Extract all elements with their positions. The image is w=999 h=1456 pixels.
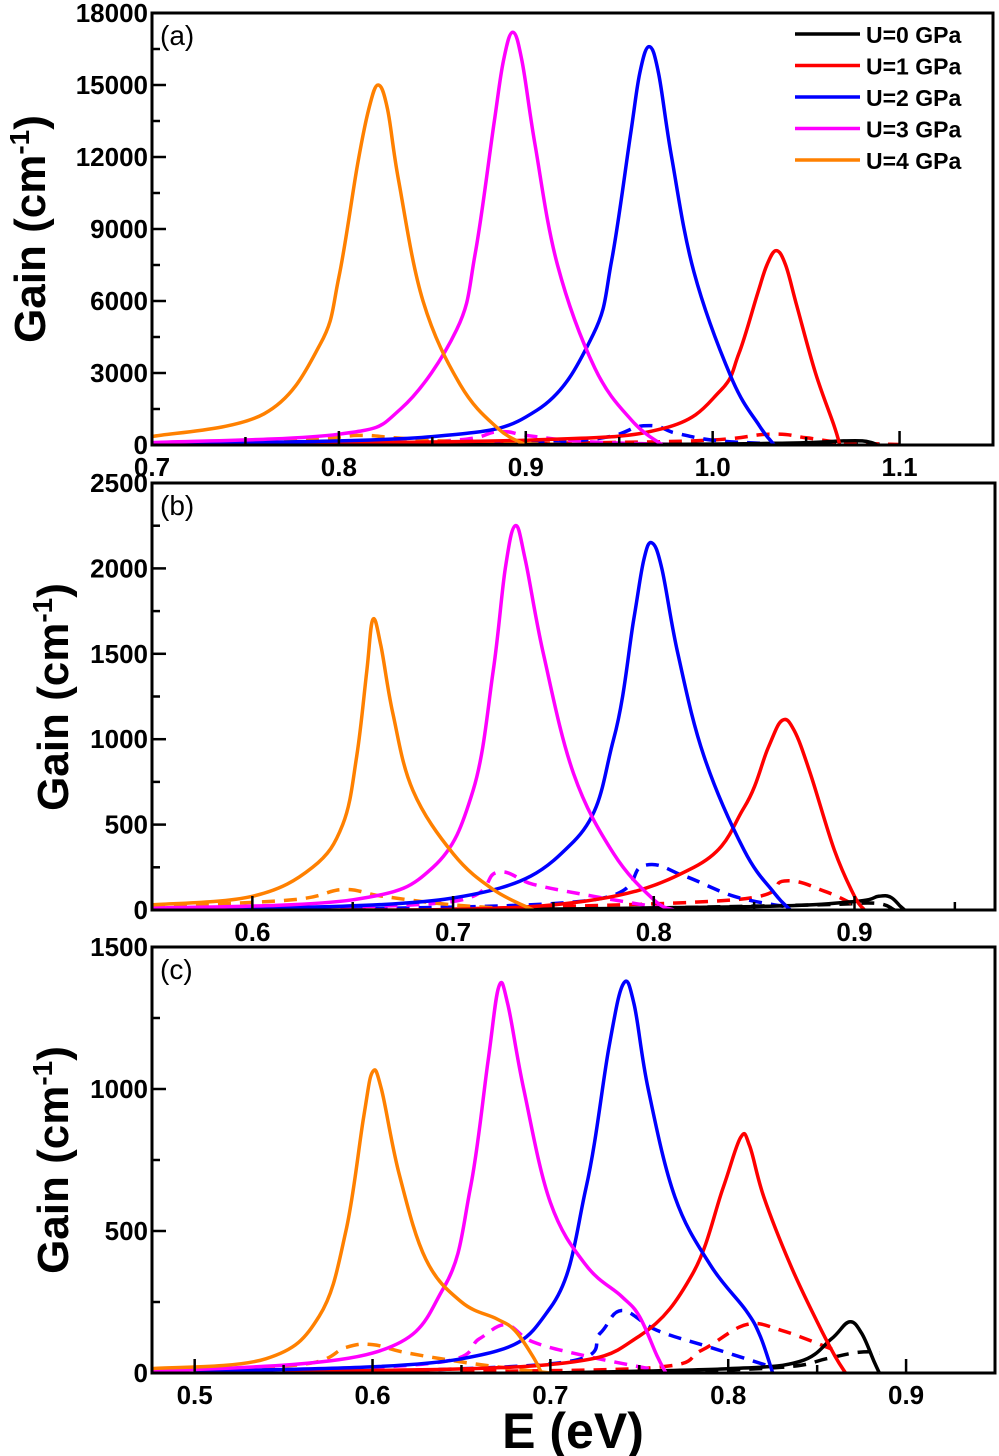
legend-label: U=0 GPa <box>866 22 961 48</box>
x-tick-label: 1.0 <box>695 452 731 482</box>
y-tick-label: 0 <box>134 895 148 925</box>
y-axis-title: Gain (cm-1) <box>27 1046 78 1274</box>
legend-label: U=2 GPa <box>866 85 961 111</box>
y-tick-label: 18000 <box>76 0 148 28</box>
legend-label: U=3 GPa <box>866 117 961 143</box>
series-line-u-2-gpa <box>194 979 775 1373</box>
series-line-u-0-gpa <box>550 1320 881 1373</box>
x-tick-label: 0.7 <box>134 452 170 482</box>
x-tick-label: 1.1 <box>881 452 917 482</box>
y-tick-label: 2000 <box>90 553 148 583</box>
y-tick-label: 0 <box>134 430 148 460</box>
x-tick-label: 0.6 <box>234 917 270 947</box>
x-tick-label: 0.7 <box>532 1380 568 1410</box>
series-line-u-4-gpa <box>152 83 527 445</box>
series-line-u-3-gpa <box>152 30 664 445</box>
legend: U=0 GPa U=1 GPa U=2 GPa U=3 GPa U=4 GPa <box>795 22 961 174</box>
series-line-u-1-gpa <box>252 717 866 910</box>
x-tick-label: 0.9 <box>836 917 872 947</box>
y-axis-title: Gain (cm-1) <box>4 115 55 343</box>
series-line-u-1-gpa-dashed <box>453 879 856 910</box>
panel-b: 0.6 0.7 0.8 0.9 0 500 1000 1500 2000 2500 Gain (cm… <box>27 468 997 947</box>
panel-label: (c) <box>160 954 193 985</box>
series-line-u-1-gpa <box>152 248 842 445</box>
series-line-u-3-gpa-dashed <box>283 1322 658 1373</box>
plot-frame <box>150 481 997 912</box>
y-tick-label: 500 <box>105 1216 148 1246</box>
x-tick-label: 0.6 <box>354 1380 390 1410</box>
panel-label: (a) <box>160 20 194 51</box>
legend-label: U=4 GPa <box>866 148 961 174</box>
series-group <box>152 523 906 910</box>
y-axis-title-close: ) <box>29 1046 78 1061</box>
series-line-u-3-gpa <box>152 980 668 1373</box>
series-line-u-1-gpa <box>283 1132 848 1373</box>
x-tick-label: 0.8 <box>636 917 672 947</box>
y-axis-title-main: Gain (cm <box>6 155 55 343</box>
series-group <box>152 30 900 445</box>
y-tick-label: 3000 <box>90 358 148 388</box>
y-axis-title-superscript: -1 <box>27 598 58 623</box>
x-tick-label: 0.8 <box>321 452 357 482</box>
y-tick-label: 0 <box>134 1358 148 1388</box>
y-axis-title-close: ) <box>6 115 55 130</box>
y-tick-label: 15000 <box>76 70 148 100</box>
x-axis-title: E (eV) <box>502 1403 644 1456</box>
series-line-u-2-gpa <box>152 540 792 910</box>
y-tick-label: 1500 <box>90 639 148 669</box>
series-group <box>152 979 881 1373</box>
x-tick-label: 0.7 <box>435 917 471 947</box>
x-tick-label: 0.5 <box>177 1380 213 1410</box>
y-axis-title: Gain (cm-1) <box>27 583 78 811</box>
x-tick-label: 0.8 <box>710 1380 746 1410</box>
y-tick-label: 1500 <box>90 932 148 962</box>
y-tick-label: 6000 <box>90 286 148 316</box>
panel-label: (b) <box>160 490 194 521</box>
series-line-u-0-gpa <box>453 894 906 910</box>
series-line-u-4-gpa <box>152 616 535 910</box>
y-axis-title-main: Gain (cm <box>29 1086 78 1274</box>
y-axis-title-superscript: -1 <box>27 1061 58 1086</box>
plot-frame <box>150 945 997 1375</box>
y-tick-label: 1000 <box>90 724 148 754</box>
y-tick-label: 12000 <box>76 142 148 172</box>
y-axis-title-superscript: -1 <box>4 130 35 155</box>
x-tick-label: 0.9 <box>888 1380 924 1410</box>
y-tick-label: 1000 <box>90 1074 148 1104</box>
x-tick-label: 0.9 <box>508 452 544 482</box>
series-line-u-4-gpa <box>152 1068 544 1373</box>
y-tick-label: 500 <box>105 810 148 840</box>
panel-a: 0.7 0.8 0.9 1.0 1.1 0 3000 6000 9000 12000 15000 18… <box>4 0 995 482</box>
legend-label: U=1 GPa <box>866 54 961 80</box>
series-line-u-3-gpa <box>152 523 675 910</box>
y-axis-title-close: ) <box>29 583 78 598</box>
y-axis-title-main: Gain (cm <box>29 623 78 811</box>
panel-c: 0.5 0.6 0.7 0.8 0.9 0 500 1000 1500 Gain (cm-1) (c… <box>27 932 997 1410</box>
y-tick-label: 9000 <box>90 214 148 244</box>
series-line-u-1-gpa-dashed <box>461 1321 836 1373</box>
series-line-u-2-gpa <box>152 44 776 445</box>
series-line-u-4-gpa-dashed <box>152 887 534 910</box>
y-tick-label: 2500 <box>90 468 148 498</box>
